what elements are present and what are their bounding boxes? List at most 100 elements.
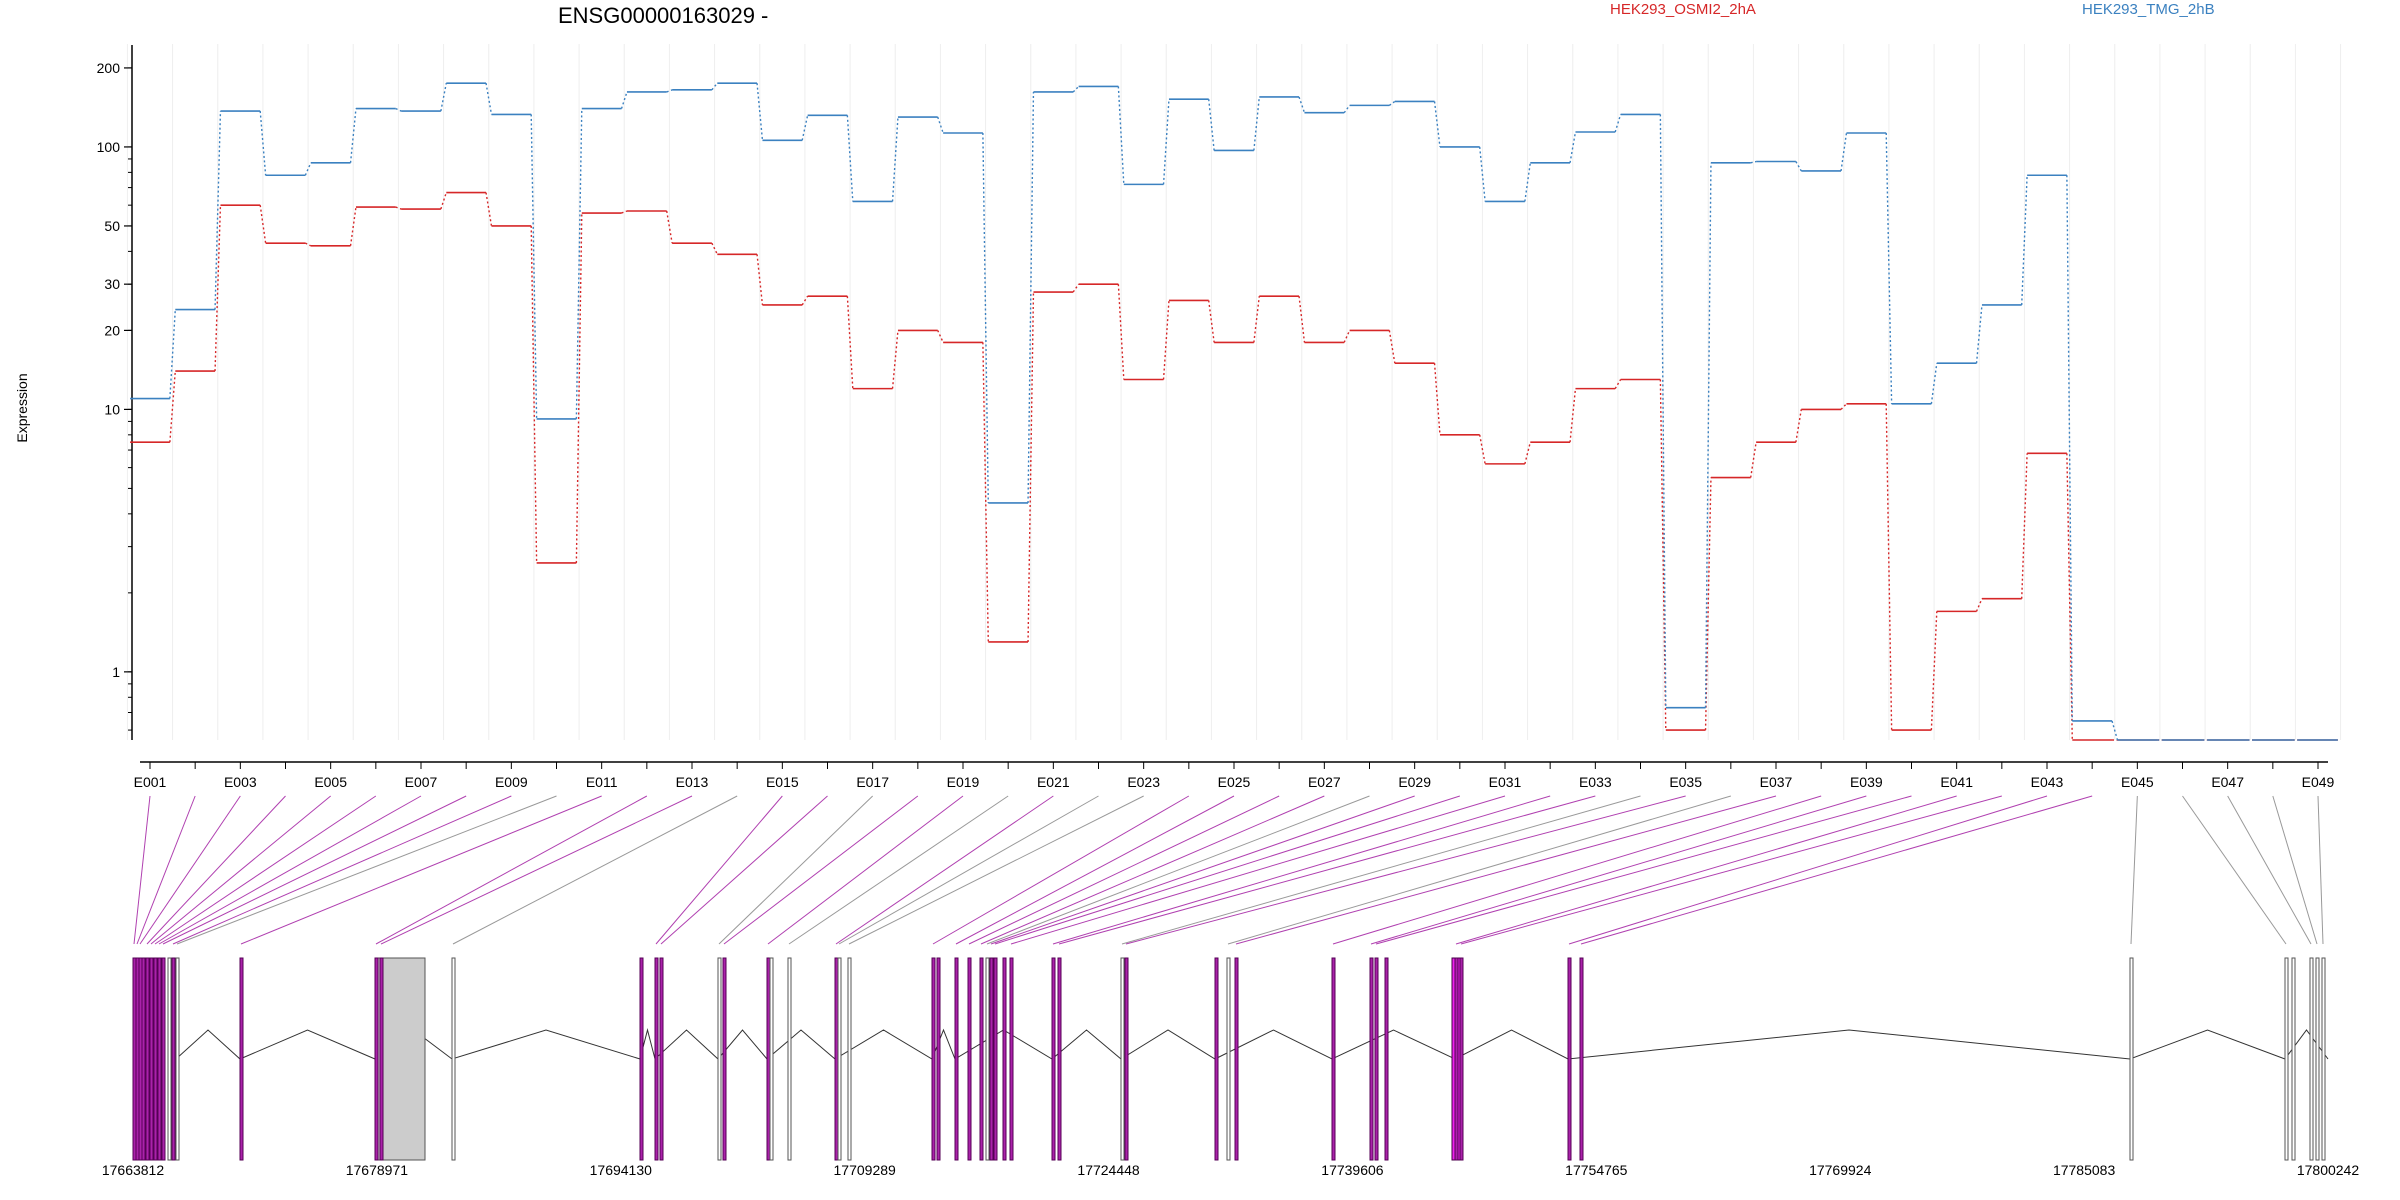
x-tick-label: E041 <box>1940 774 1973 790</box>
series-connector <box>2111 720 2119 741</box>
exon-connector <box>968 795 1280 945</box>
exon-bar <box>989 957 994 1161</box>
exon-connector <box>172 795 512 945</box>
series-connector <box>711 242 718 255</box>
x-tick-label: E011 <box>586 774 618 790</box>
exon-connector <box>240 795 602 945</box>
exon-connector <box>1370 795 1867 945</box>
exon-connector <box>136 795 196 945</box>
series-connector <box>1795 161 1802 172</box>
x-tick-label: E025 <box>1218 774 1251 790</box>
series-connector <box>1162 99 1170 185</box>
exon-connector <box>452 795 738 945</box>
exon-bar <box>1374 957 1379 1161</box>
exon-connector <box>162 795 467 945</box>
coord-label: 17785083 <box>2053 1162 2116 1178</box>
exon-connector <box>1568 795 2048 945</box>
x-tick-label: E009 <box>495 774 528 790</box>
exon-bar <box>993 957 998 1161</box>
exon-bar <box>1214 957 1219 1161</box>
series-connector <box>1569 131 1577 163</box>
x-tick-label: E019 <box>947 774 980 790</box>
series-connector <box>440 192 447 210</box>
series-connector <box>440 83 447 112</box>
exon-connector <box>1455 795 1957 945</box>
exon-bar <box>1579 957 1584 1161</box>
exon-connector <box>660 795 828 945</box>
exon-bar <box>1369 957 1374 1161</box>
exon-connector <box>932 795 1190 945</box>
exon-connector <box>1125 795 1686 945</box>
exon-connector <box>1052 795 1551 945</box>
exon-bar <box>1331 957 1336 1161</box>
series-connector <box>756 83 764 141</box>
exon-bar <box>1567 957 1572 1161</box>
series-connector <box>1524 162 1531 202</box>
exon-connector <box>380 795 693 945</box>
coord-label: 17709289 <box>834 1162 897 1178</box>
exon-connector <box>2272 795 2318 945</box>
x-tick-label: E031 <box>1489 774 1522 790</box>
series-connector <box>1885 403 1893 731</box>
x-tick-label: E045 <box>2121 774 2154 790</box>
x-tick-label: E001 <box>134 774 167 790</box>
series-connector <box>937 330 944 343</box>
series-connector <box>2021 175 2028 305</box>
exon-connector <box>1010 795 1506 945</box>
x-tick-label: E035 <box>1669 774 1702 790</box>
series-connector <box>891 116 899 202</box>
y-tick-label: 30 <box>104 276 120 292</box>
series-connector <box>1795 409 1802 443</box>
x-tick-label: E037 <box>1760 774 1793 790</box>
series-connector <box>1479 146 1486 202</box>
series-connector <box>1840 132 1848 172</box>
series-connector <box>1524 442 1531 465</box>
coord-label: 17800242 <box>2297 1162 2360 1178</box>
exon-bar <box>379 957 384 1161</box>
exon-connector <box>718 795 874 945</box>
x-tick-label: E043 <box>2031 774 2064 790</box>
exon-connector <box>146 795 286 945</box>
exon-connector <box>788 795 1009 945</box>
x-tick-label: E049 <box>2302 774 2335 790</box>
series-connector <box>530 114 538 419</box>
x-axis: E001 E003 E005 E007 E009 E011 E013 E015 E017 E019… <box>134 761 2335 790</box>
y-tick-label: 20 <box>104 322 120 338</box>
series-connector <box>1930 611 1938 731</box>
series-connector <box>711 82 718 91</box>
series-connector <box>1750 442 1757 478</box>
exon-bar <box>141 957 146 1161</box>
exon-connector <box>723 795 919 945</box>
exon-bar <box>161 957 166 1161</box>
genomic-coordinate-axis: 17663812 17678971 17694130 17709289 17724448… <box>102 1162 2360 1178</box>
exon-bar <box>979 957 984 1161</box>
exon-connector <box>1235 795 1777 945</box>
exon-connector <box>848 795 1144 945</box>
exon-bar <box>1454 957 1459 1161</box>
x-tick-label: E033 <box>1579 774 1612 790</box>
series-connector <box>666 89 673 93</box>
series-connector <box>756 254 764 306</box>
series-connector <box>1072 283 1080 293</box>
intron-lines <box>175 1028 2329 1060</box>
series-connector <box>305 242 312 247</box>
exon-bar <box>936 957 941 1161</box>
series-connector <box>259 110 267 176</box>
exon-connector <box>994 795 1460 945</box>
exon-bar <box>171 957 176 1161</box>
x-tick-label: E005 <box>314 774 347 790</box>
exon-bar <box>149 957 154 1161</box>
series-connector <box>1072 85 1080 93</box>
exon-bar <box>2315 957 2320 1161</box>
legend-entry-tmg: HEK293_TMG_2hB <box>2082 1 2215 18</box>
y-tick-label: 10 <box>104 401 120 417</box>
series-connector <box>621 210 628 214</box>
exon-bar <box>769 957 774 1161</box>
exon-bar <box>954 957 959 1161</box>
legend-entry-osmi2: HEK293_OSMI2_2hA <box>1610 1 1756 18</box>
y-tick-label: 50 <box>104 218 120 234</box>
series-connector <box>2066 453 2073 741</box>
exon-connector <box>154 795 377 945</box>
series-connector <box>1117 86 1125 185</box>
exon-connector <box>1460 795 2002 945</box>
